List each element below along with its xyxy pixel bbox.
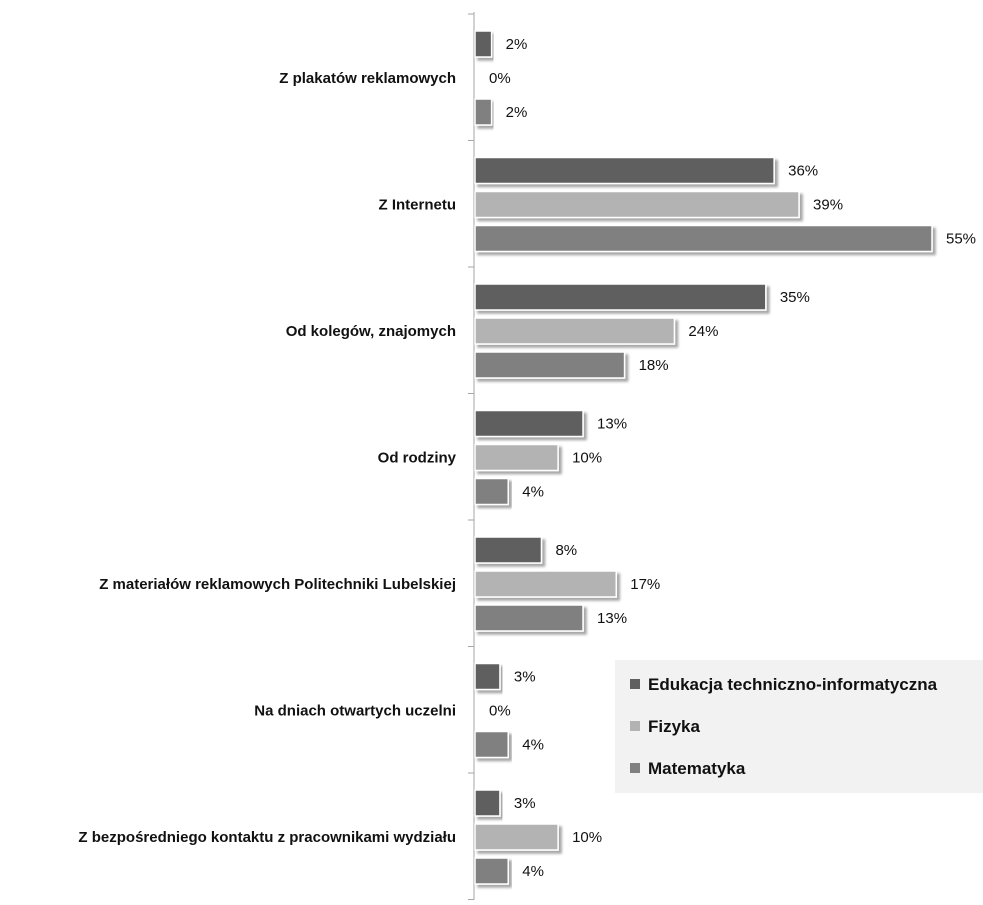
legend-label: Fizyka bbox=[648, 717, 701, 736]
bars-layer bbox=[474, 30, 933, 885]
data-label: 10% bbox=[572, 450, 602, 467]
data-label: 0% bbox=[489, 703, 511, 720]
bar bbox=[474, 98, 493, 126]
category-label: Na dniach otwartych uczelni bbox=[254, 703, 456, 720]
labels-layer: Z plakatów reklamowych 2% 0% 2% Z Internetu 3… bbox=[78, 36, 976, 880]
data-label: 3% bbox=[514, 669, 536, 686]
bar bbox=[474, 190, 800, 219]
bar bbox=[474, 730, 509, 759]
bar bbox=[474, 224, 933, 253]
data-label: 10% bbox=[572, 829, 602, 846]
bar bbox=[474, 30, 493, 58]
bar bbox=[474, 604, 584, 632]
bar bbox=[474, 570, 618, 598]
data-label: 55% bbox=[946, 231, 976, 248]
data-label: 13% bbox=[597, 610, 627, 627]
bar bbox=[474, 789, 501, 817]
axis-layer bbox=[468, 12, 475, 905]
category-label: Od rodziny bbox=[378, 450, 457, 467]
bar bbox=[474, 156, 775, 185]
data-label: 4% bbox=[522, 863, 544, 880]
data-label: 18% bbox=[639, 357, 669, 374]
legend-label: Matematyka bbox=[648, 759, 746, 778]
category-label: Od kolegów, znajomych bbox=[286, 323, 456, 340]
data-label: 39% bbox=[813, 197, 843, 214]
bar bbox=[474, 536, 543, 564]
bar bbox=[474, 351, 626, 379]
bar bbox=[474, 857, 509, 885]
data-label: 2% bbox=[506, 104, 528, 121]
data-label: 3% bbox=[514, 795, 536, 812]
category-label: Z bezpośredniego kontaktu z pracownikami… bbox=[78, 829, 456, 846]
bar bbox=[474, 443, 559, 472]
data-label: 36% bbox=[788, 163, 818, 180]
data-label: 0% bbox=[489, 70, 511, 87]
legend-box bbox=[615, 660, 983, 793]
category-label: Z materiałów reklamowych Politechniki Lu… bbox=[99, 576, 456, 593]
legend-swatch bbox=[630, 679, 640, 689]
data-label: 2% bbox=[506, 36, 528, 53]
bar bbox=[474, 317, 676, 345]
category-label: Z Internetu bbox=[379, 197, 457, 214]
data-label: 8% bbox=[555, 542, 577, 559]
data-label: 13% bbox=[597, 416, 627, 433]
data-label: 17% bbox=[630, 576, 660, 593]
legend-swatch bbox=[630, 721, 640, 731]
legend: Edukacja techniczno-informatyczna Fizyka M… bbox=[615, 660, 983, 793]
data-label: 24% bbox=[688, 323, 718, 340]
bar bbox=[474, 823, 559, 851]
bar bbox=[474, 283, 767, 311]
bar bbox=[474, 477, 509, 506]
bar bbox=[474, 409, 584, 438]
data-label: 4% bbox=[522, 737, 544, 754]
data-label: 4% bbox=[522, 484, 544, 501]
data-label: 35% bbox=[780, 289, 810, 306]
legend-label: Edukacja techniczno-informatyczna bbox=[648, 675, 938, 694]
category-label: Z plakatów reklamowych bbox=[279, 70, 456, 87]
bar bbox=[474, 662, 501, 691]
legend-swatch bbox=[630, 763, 640, 773]
